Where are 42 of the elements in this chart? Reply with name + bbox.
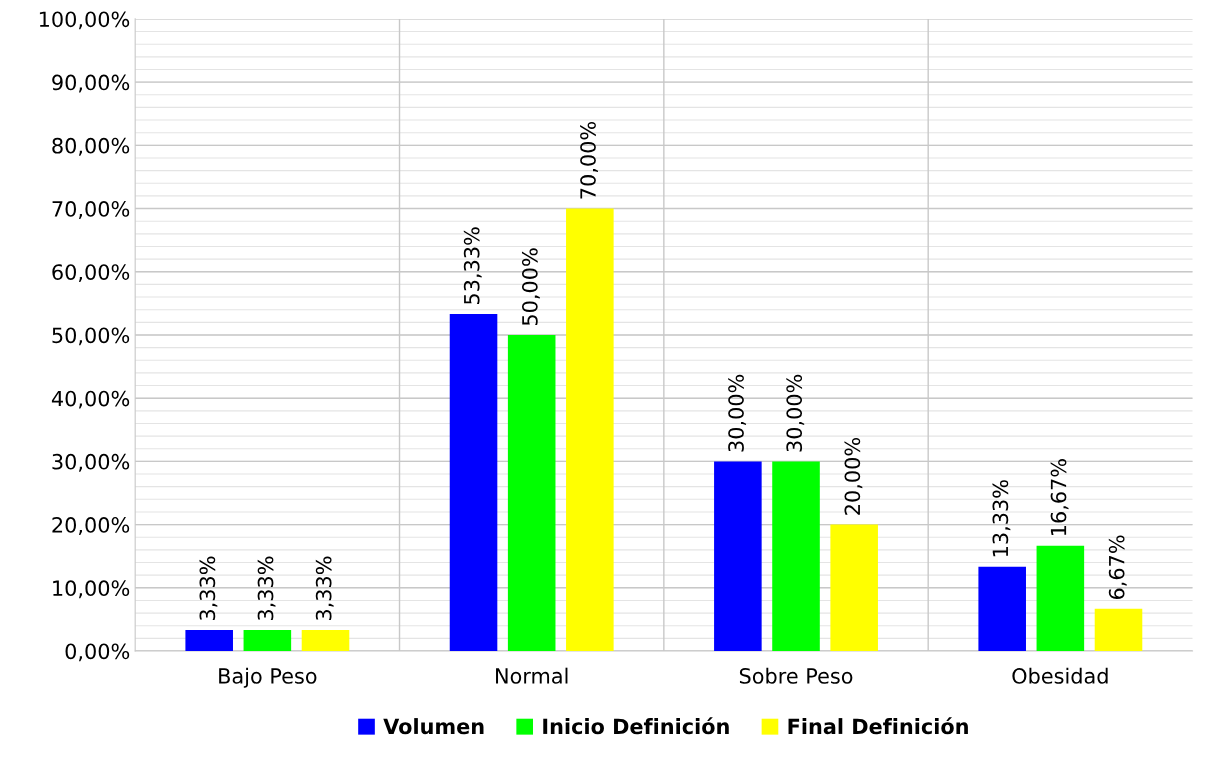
x-tick-label: Normal	[496, 667, 568, 684]
data-label: 50,00%	[521, 248, 540, 326]
bar	[1094, 608, 1143, 652]
bar	[978, 566, 1026, 652]
data-label: 13,33%	[992, 480, 1011, 557]
y-tick-label: 70,00%	[52, 201, 130, 219]
data-label: 53,33%	[463, 227, 482, 304]
bar	[185, 629, 233, 652]
y-tick-label: 10,00%	[53, 580, 130, 599]
y-tick-label: 20,00%	[52, 517, 130, 535]
y-tick-label: 0,00%	[65, 643, 130, 662]
x-tick-label: Obesidad	[1012, 667, 1108, 684]
x-tick-label: Bajo Peso	[219, 667, 317, 688]
bar	[830, 524, 878, 652]
bar	[449, 313, 498, 652]
bar	[507, 334, 556, 652]
data-label: 20,00%	[844, 437, 863, 515]
bar	[243, 629, 292, 652]
legend-label: Inicio Definición	[543, 717, 729, 735]
bar	[714, 461, 762, 652]
bar	[566, 208, 614, 652]
y-tick-label: 90,00%	[52, 74, 130, 93]
data-label: 3,33%	[257, 556, 276, 621]
bar	[1036, 545, 1085, 652]
data-label: 6,67%	[1108, 535, 1127, 600]
data-label: 16,67%	[1050, 459, 1069, 536]
y-tick-label: 40,00%	[51, 390, 130, 409]
legend-label: Final Definición	[788, 717, 968, 735]
x-tick-label: Sobre Peso	[739, 667, 853, 684]
y-tick-label: 50,00%	[52, 327, 130, 346]
data-label: 3,33%	[315, 556, 334, 621]
data-label: 30,00%	[786, 374, 805, 452]
data-label: 70,00%	[580, 121, 599, 199]
data-label: 3,33%	[199, 556, 218, 621]
legend-label: Volumen	[383, 718, 484, 735]
y-tick-label: 30,00%	[52, 453, 130, 472]
y-tick-label: 100,00%	[39, 11, 130, 30]
y-tick-label: 80,00%	[52, 137, 130, 156]
y-tick-label: 60,00%	[52, 264, 130, 283]
bar	[772, 461, 820, 652]
data-label: 30,00%	[728, 374, 747, 452]
bar	[301, 629, 350, 652]
